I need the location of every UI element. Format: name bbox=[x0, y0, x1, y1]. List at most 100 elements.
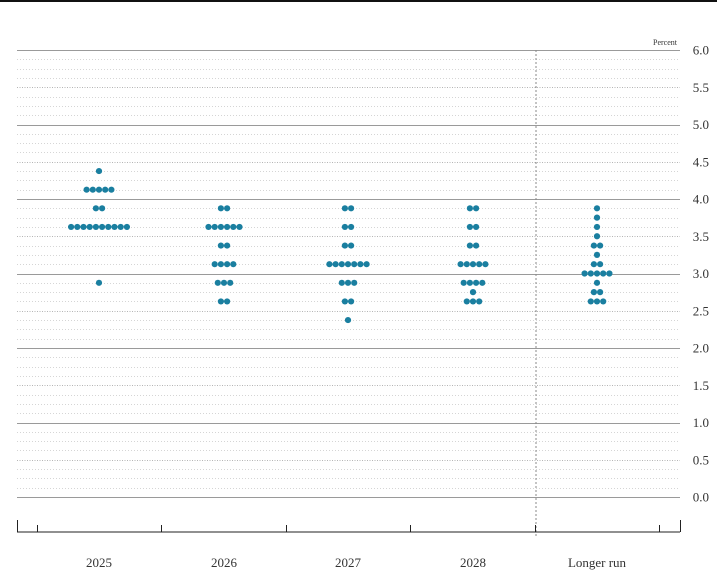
dot bbox=[473, 242, 480, 249]
dot bbox=[590, 261, 598, 268]
dot bbox=[341, 205, 348, 212]
dot bbox=[593, 279, 601, 286]
dot bbox=[123, 223, 130, 231]
dot bbox=[224, 242, 231, 249]
dot bbox=[95, 279, 103, 286]
dot bbox=[217, 261, 224, 268]
dot bbox=[593, 251, 601, 258]
x-category-label: 2025 bbox=[86, 555, 112, 570]
y-tick-label: 3.5 bbox=[693, 229, 709, 244]
dot bbox=[344, 279, 352, 286]
dot bbox=[341, 242, 348, 249]
dot bbox=[593, 205, 601, 212]
dot bbox=[326, 261, 333, 268]
dot bbox=[217, 205, 224, 212]
dot bbox=[593, 223, 601, 231]
dot bbox=[593, 270, 601, 277]
y-tick-label: 3.0 bbox=[693, 266, 709, 281]
dot bbox=[217, 223, 224, 231]
dot bbox=[466, 205, 473, 212]
dot bbox=[473, 223, 480, 231]
dot bbox=[348, 298, 355, 305]
dot bbox=[227, 279, 234, 286]
dot bbox=[99, 223, 106, 231]
dot bbox=[476, 261, 483, 268]
x-category-label: Longer run bbox=[568, 555, 627, 570]
y-tick-label: 6.0 bbox=[693, 43, 709, 58]
dot bbox=[587, 270, 594, 277]
dot bbox=[341, 223, 348, 231]
dot bbox=[68, 223, 75, 231]
dot bbox=[338, 279, 345, 286]
dot bbox=[466, 242, 473, 249]
dot bbox=[344, 316, 352, 324]
y-tick-label: 0.5 bbox=[693, 452, 709, 467]
dot bbox=[95, 167, 103, 175]
dot bbox=[230, 223, 237, 231]
y-tick-label: 1.5 bbox=[693, 378, 709, 393]
dot bbox=[95, 186, 103, 193]
dot bbox=[460, 279, 467, 286]
dot bbox=[111, 223, 118, 231]
dot bbox=[74, 223, 81, 231]
dot bbox=[348, 242, 355, 249]
y-tick-label: 2.0 bbox=[693, 341, 709, 356]
x-category-label: 2026 bbox=[211, 555, 238, 570]
dot bbox=[92, 223, 99, 231]
dot bbox=[205, 223, 212, 231]
dot bbox=[476, 298, 483, 305]
dot bbox=[463, 261, 470, 268]
y-tick-label: 5.0 bbox=[693, 117, 709, 132]
dot bbox=[363, 261, 370, 268]
dot bbox=[587, 298, 594, 305]
dot bbox=[341, 298, 348, 305]
dot bbox=[224, 205, 231, 212]
dot bbox=[593, 233, 601, 240]
dot bbox=[105, 223, 112, 231]
dot bbox=[351, 279, 358, 286]
y-tick-label: 1.0 bbox=[693, 415, 709, 430]
dot bbox=[469, 298, 477, 305]
dot bbox=[332, 261, 339, 268]
dot bbox=[469, 289, 477, 296]
y-tick-label: 0.0 bbox=[693, 490, 709, 505]
dot bbox=[86, 223, 93, 231]
dot bbox=[606, 270, 613, 277]
dot bbox=[224, 298, 231, 305]
gridlines bbox=[17, 50, 680, 498]
y-axis-labels: 0.0 0.5 1.0 1.5 2.0 2.5 3.0 3.5 4.0 4.5 5.0 5.5 6.0 bbox=[693, 43, 709, 505]
x-axis-labels: 2025 2026 2027 2028 Longer run bbox=[86, 555, 627, 570]
x-category-label: 2027 bbox=[335, 555, 362, 570]
dot bbox=[581, 270, 588, 277]
dot bbox=[117, 223, 124, 231]
dot bbox=[597, 261, 604, 268]
dot bbox=[92, 205, 99, 212]
dot bbox=[473, 205, 480, 212]
dot bbox=[597, 242, 604, 249]
dot bbox=[466, 279, 473, 286]
dot bbox=[99, 205, 106, 212]
dot bbox=[457, 261, 464, 268]
x-category-label: 2028 bbox=[460, 555, 486, 570]
dot bbox=[463, 298, 470, 305]
dot bbox=[338, 261, 345, 268]
dot bbox=[466, 223, 473, 231]
dot bbox=[473, 279, 480, 286]
dot bbox=[600, 270, 607, 277]
dot bbox=[211, 223, 218, 231]
y-tick-label: 4.5 bbox=[693, 154, 709, 169]
dot bbox=[80, 223, 87, 231]
dot bbox=[89, 186, 96, 193]
dot bbox=[230, 261, 237, 268]
dot bbox=[344, 261, 352, 268]
dot bbox=[220, 279, 228, 286]
dot bbox=[214, 279, 221, 286]
dot bbox=[217, 242, 224, 249]
dot bbox=[348, 223, 355, 231]
x-axis bbox=[17, 520, 681, 533]
dot bbox=[211, 261, 218, 268]
dot bbox=[357, 261, 364, 268]
dot bbox=[479, 279, 486, 286]
dot bbox=[590, 242, 598, 249]
